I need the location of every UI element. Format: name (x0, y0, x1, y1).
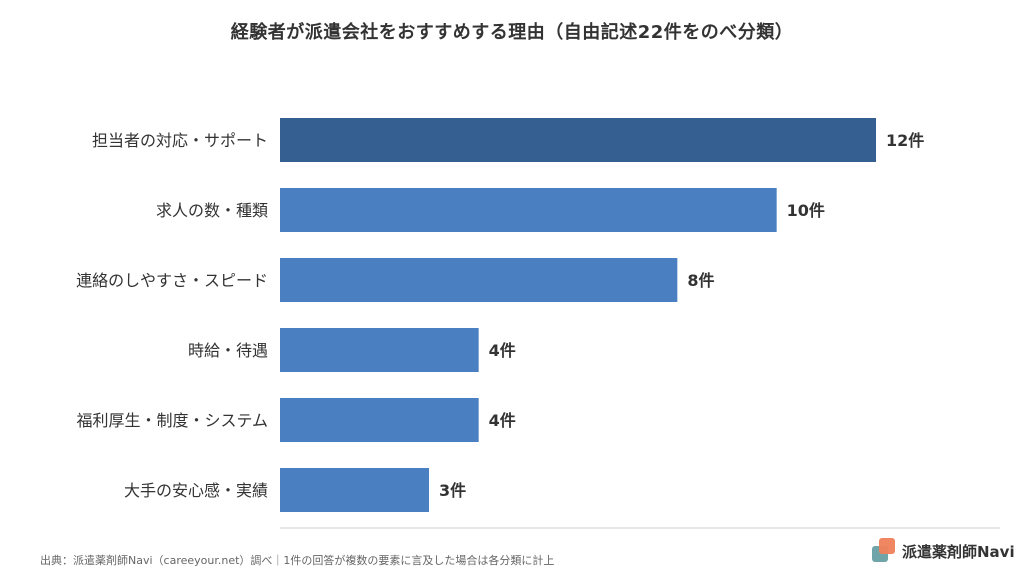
category-label-1: 求人の数・種類 (156, 201, 268, 220)
value-label-0: 12件 (886, 131, 924, 150)
bar-3 (280, 328, 479, 372)
source-footnote: 出典：派遣薬剤師Navi（careeyour.net）調べ｜1件の回答が複数の要… (40, 554, 555, 567)
category-label-3: 時給・待遇 (188, 341, 268, 360)
brand-name: 派遣薬剤師Navi (902, 542, 1015, 561)
value-label-4: 4件 (489, 411, 516, 430)
category-label-5: 大手の安心感・実績 (124, 481, 268, 500)
bar-4 (280, 398, 479, 442)
bar-1 (280, 188, 777, 232)
value-label-3: 4件 (489, 341, 516, 360)
logo-squares-icon (872, 538, 896, 564)
value-label-5: 3件 (439, 481, 466, 500)
brand-logo: 派遣薬剤師Navi (872, 538, 1015, 564)
category-label-0: 担当者の対応・サポート (92, 131, 268, 150)
bar-5 (280, 468, 429, 512)
category-label-4: 福利厚生・制度・システム (76, 411, 268, 430)
bar-2 (280, 258, 678, 302)
bar-0 (280, 118, 876, 162)
category-label-2: 連絡のしやすさ・スピード (76, 271, 268, 290)
value-label-1: 10件 (787, 201, 825, 220)
value-label-2: 8件 (687, 271, 714, 290)
chart-title: 経験者が派遣会社をおすすめする理由（自由記述22件をのべ分類） (230, 22, 794, 43)
